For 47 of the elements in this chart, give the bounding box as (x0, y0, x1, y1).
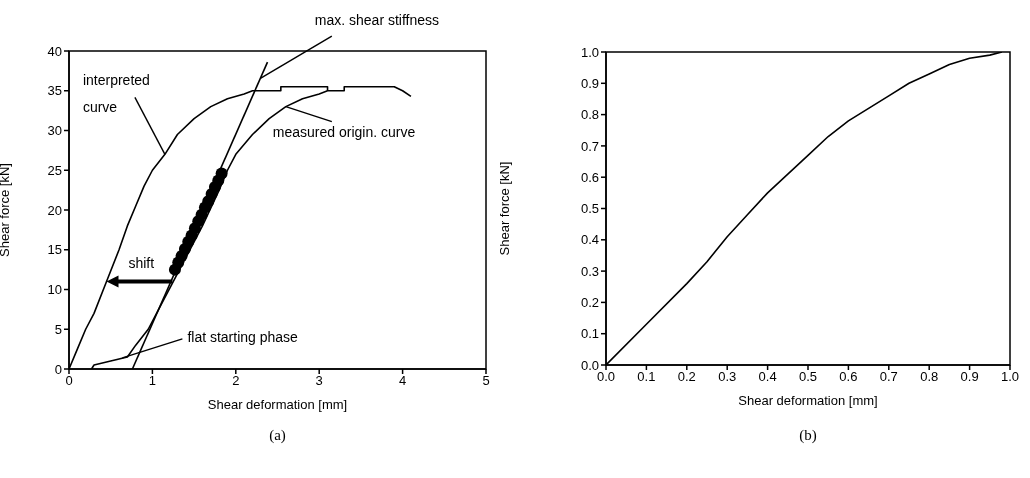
annotation: flat starting phase (187, 328, 299, 345)
x-axis-title: Shear deformation [mm] (738, 393, 878, 408)
y-tick-label: 0.5 (580, 201, 599, 217)
y-tick-label: 1.0 (580, 44, 599, 60)
y-tick-label: 0.4 (580, 232, 599, 248)
x-tick-label: 0.0 (596, 369, 616, 385)
y-tick-label: 0.7 (580, 138, 599, 154)
y-axis-title: Shear force [kN] (0, 163, 12, 257)
y-tick-label: 40 (47, 43, 62, 59)
y-tick-label: 15 (47, 242, 62, 258)
y-tick-label: 10 (47, 282, 62, 298)
x-tick-label: 4 (398, 373, 407, 389)
x-tick-label: 0.4 (758, 369, 777, 385)
y-tick-label: 0.0 (580, 357, 599, 373)
x-tick-label: 0.7 (879, 369, 898, 385)
x-tick-label: 5 (482, 373, 490, 389)
y-tick-label: 35 (47, 83, 62, 99)
y-tick-label: 0.6 (580, 169, 599, 185)
annotation: measured origin. curve (272, 123, 416, 140)
x-tick-label: 0.1 (637, 369, 656, 385)
text: (a) (269, 427, 286, 444)
text: (b) (799, 427, 817, 444)
y-axis-title: Shear force [kN] (496, 161, 512, 256)
y-tick-label: 0.3 (580, 263, 599, 279)
y-tick-label: 20 (47, 202, 62, 218)
y-tick-label: 0.9 (580, 75, 599, 91)
x-tick-label: 0.3 (718, 369, 737, 385)
y-tick-label: 0.1 (580, 326, 599, 342)
y-tick-label: 30 (47, 123, 62, 139)
y-tick-label: 25 (47, 162, 62, 178)
y-tick-label: 0.2 (580, 295, 599, 311)
x-tick-label: 3 (315, 373, 323, 389)
x-tick-label: 0.6 (839, 369, 858, 385)
x-tick-label: 2 (232, 373, 240, 389)
y-tick-label: 5 (54, 321, 62, 337)
annotation: max. shear stiffness (314, 12, 440, 29)
x-tick-label: 0 (65, 373, 73, 389)
x-tick-label: 0.2 (677, 369, 696, 385)
y-tick-label: 0.8 (580, 107, 599, 123)
x-tick-label: 0.5 (798, 369, 818, 385)
annotation: interpreted curve (82, 72, 150, 116)
x-axis-title: Shear deformation [mm] (207, 397, 348, 412)
x-tick-label: 0.9 (960, 369, 979, 385)
x-tick-label: 1.0 (1000, 369, 1020, 385)
annotation: shift (128, 254, 155, 271)
x-tick-label: 1 (148, 373, 157, 389)
x-tick-label: 0.8 (920, 369, 939, 385)
